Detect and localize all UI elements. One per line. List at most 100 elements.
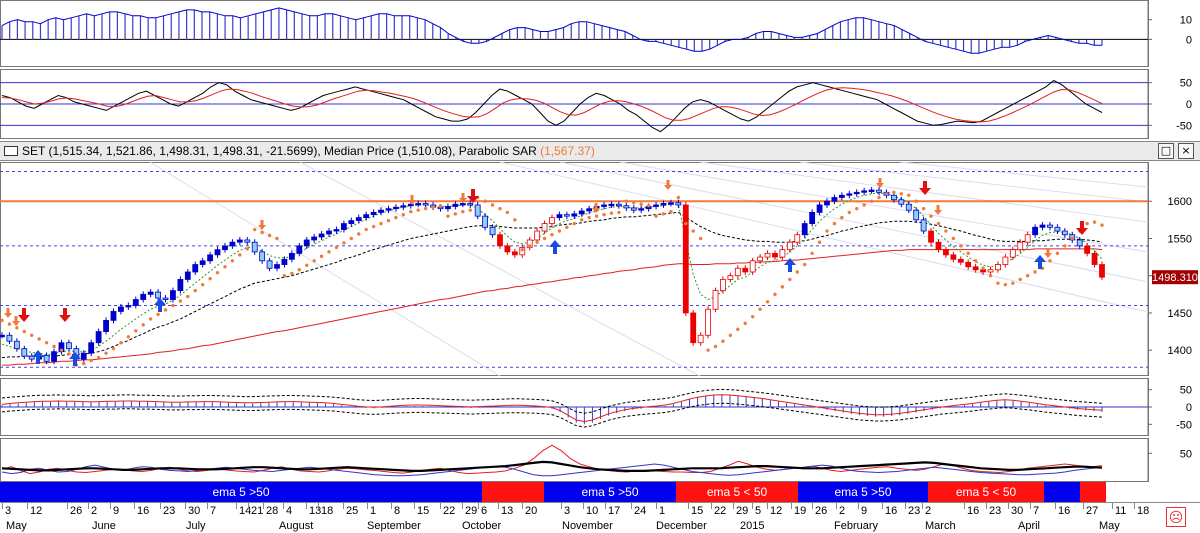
oscillator-chart: 50 0 -50 <box>0 69 1192 139</box>
day-label: 22 <box>443 505 456 517</box>
sar-dot <box>267 233 272 238</box>
candle-body <box>0 334 5 338</box>
candle-body <box>28 355 35 360</box>
orange-down-arrow-icon <box>258 220 266 230</box>
date-tick-mark <box>160 503 161 509</box>
oscillator-tick-label: 50 <box>1180 78 1192 90</box>
sar-dot <box>44 341 49 345</box>
orange-down-arrow-icon <box>934 205 942 215</box>
red-down-arrow-icon <box>919 181 931 195</box>
sar-dot <box>253 227 257 232</box>
date-tick-mark <box>767 503 768 509</box>
fan-line <box>799 162 1149 203</box>
candle-body <box>288 252 295 260</box>
candle-body <box>504 245 511 253</box>
day-label: 7 <box>210 505 217 517</box>
candle-body <box>809 212 816 224</box>
histogram-panel: 10 0 <box>0 0 1200 67</box>
candle-body <box>259 251 266 262</box>
date-tick-mark <box>498 503 499 509</box>
sar-dot <box>104 351 108 355</box>
date-tick-mark <box>836 503 837 509</box>
day-label: 8 <box>394 505 401 517</box>
sar-dot <box>416 208 420 212</box>
smiley-face-icon[interactable]: ☹ <box>1166 507 1186 527</box>
sar-dot <box>944 229 948 233</box>
candle-body <box>720 279 726 291</box>
candle-body <box>244 239 251 243</box>
fan-line <box>619 162 1149 253</box>
date-tick-mark <box>733 503 734 509</box>
candle-body <box>824 200 830 206</box>
candle-body <box>868 189 875 192</box>
sar-dot <box>215 271 220 275</box>
sar-dot <box>1033 270 1037 274</box>
sar-dot <box>371 224 376 229</box>
candle-body <box>236 239 243 243</box>
candle-body <box>281 258 288 265</box>
day-label: 17 <box>608 505 621 517</box>
day-label: 7 <box>1033 505 1040 517</box>
candle-body <box>445 206 451 210</box>
candle-body <box>1061 230 1068 236</box>
day-label: 25 <box>346 505 359 517</box>
sar-dot <box>386 218 391 223</box>
sar-dot <box>929 214 933 218</box>
sar-dot <box>305 263 309 267</box>
day-label: 13 <box>309 505 322 517</box>
day-label: 4 <box>286 505 293 517</box>
candle-body <box>563 214 570 217</box>
month-label: June <box>92 520 116 532</box>
restore-button[interactable]: □ <box>1158 143 1174 159</box>
sar-dot <box>646 204 651 208</box>
sar-dot <box>520 247 524 252</box>
blue-up-arrow-icon <box>1034 255 1046 269</box>
day-label: 3 <box>564 505 571 517</box>
candle-body <box>965 261 972 268</box>
candle-body <box>734 267 741 277</box>
candle-body <box>816 204 823 213</box>
close-button[interactable]: × <box>1178 143 1194 159</box>
sar-dot <box>847 210 851 215</box>
sar-dot <box>297 268 301 272</box>
price-tick-label: 1600 <box>1168 196 1192 208</box>
candle-body <box>957 258 964 263</box>
ema-long-line <box>2 248 1103 366</box>
candle-body <box>801 223 808 236</box>
month-label: May <box>1099 520 1120 532</box>
day-label: 1 <box>659 505 666 517</box>
candle-body <box>400 205 407 208</box>
candle-body <box>846 193 853 196</box>
trend-segment-label: ema 5 >50 <box>212 485 270 499</box>
price-chart[interactable]: 160015501500145014001498.310 <box>0 162 1200 376</box>
sar-dot <box>706 348 710 352</box>
sar-dot <box>951 236 956 241</box>
oscillator-tick-label: 0 <box>1186 99 1192 111</box>
macd-signal-line <box>1 394 1103 423</box>
candle-body <box>638 208 645 211</box>
sar-dot <box>208 276 212 281</box>
candle-body <box>155 291 161 299</box>
candle-body <box>690 312 697 344</box>
sar-dot <box>148 317 153 321</box>
sar-dot <box>178 299 183 303</box>
blue-up-arrow-icon <box>32 350 44 364</box>
day-label: 27 <box>1086 505 1099 517</box>
sar-dot <box>1100 223 1104 227</box>
candle-body <box>861 190 868 193</box>
candle-body <box>1039 224 1046 228</box>
month-label: July <box>186 520 206 532</box>
sar-dot <box>661 212 666 216</box>
sar-dot <box>409 209 413 214</box>
orange-down-arrow-icon <box>12 316 20 326</box>
sar-dot <box>37 337 41 341</box>
trend-segment <box>482 482 544 502</box>
sar-dot <box>832 221 837 226</box>
candle-body <box>303 239 310 247</box>
candle-body <box>779 249 786 258</box>
candle-body <box>623 205 630 209</box>
day-label: 2 <box>91 505 98 517</box>
adx-series-line <box>1 444 1103 475</box>
day-label: 20 <box>525 505 538 517</box>
candle-body <box>1076 239 1083 247</box>
